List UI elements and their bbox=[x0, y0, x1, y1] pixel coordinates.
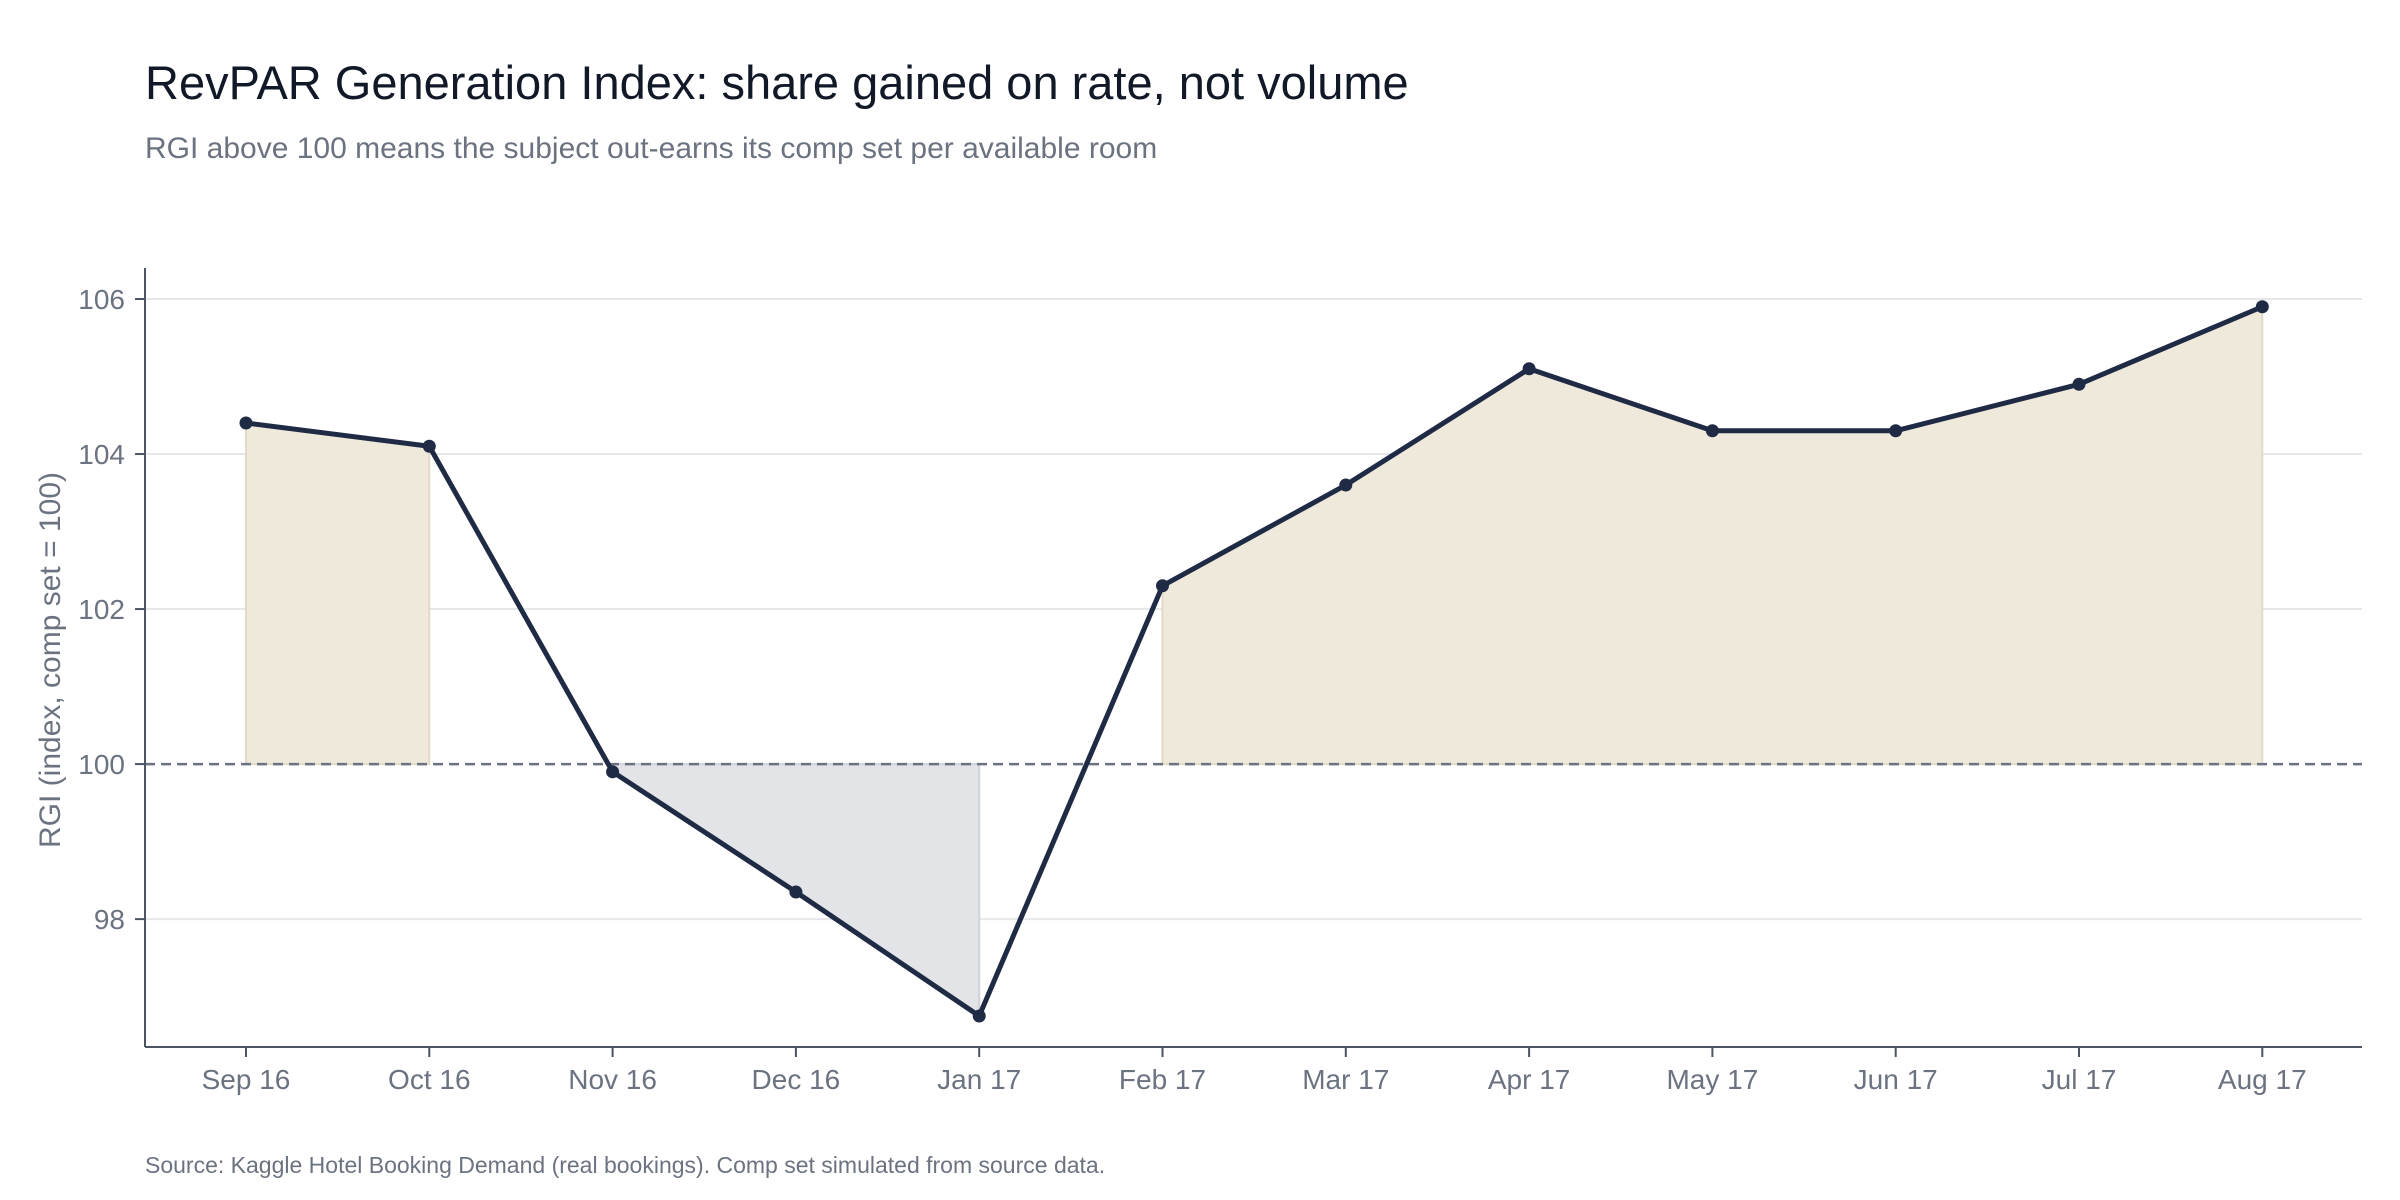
x-tick-label: Dec 16 bbox=[752, 1064, 841, 1095]
y-tick-label: 98 bbox=[94, 904, 125, 935]
source-note: Source: Kaggle Hotel Booking Demand (rea… bbox=[145, 1152, 1106, 1178]
chart-title: RevPAR Generation Index: share gained on… bbox=[145, 56, 1409, 109]
data-point bbox=[1889, 424, 1903, 438]
x-tick-label: Mar 17 bbox=[1302, 1064, 1389, 1095]
x-tick-label: Feb 17 bbox=[1119, 1064, 1206, 1095]
chart-subtitle: RGI above 100 means the subject out-earn… bbox=[145, 132, 1158, 165]
axes bbox=[135, 268, 2362, 1057]
y-axis-title: RGI (index, comp set = 100) bbox=[34, 472, 67, 848]
area-above-100-0 bbox=[245, 421, 431, 766]
data-point bbox=[789, 885, 803, 899]
x-tick-label: Apr 17 bbox=[1488, 1064, 1571, 1095]
data-point bbox=[239, 416, 253, 430]
x-tick-label: Sep 16 bbox=[202, 1064, 291, 1095]
y-tick-label: 100 bbox=[78, 749, 125, 780]
x-tick-label: May 17 bbox=[1666, 1064, 1758, 1095]
x-tick-label: Jun 17 bbox=[1854, 1064, 1938, 1095]
data-point bbox=[1705, 424, 1719, 438]
tick-labels: 98 100 102 104 106 Sep 16 Oct 16 Nov 16 Dec 16 Ja… bbox=[78, 284, 2306, 1095]
x-tick-label: Nov 16 bbox=[568, 1064, 657, 1095]
x-tick-label: Jul 17 bbox=[2042, 1064, 2117, 1095]
data-point bbox=[606, 765, 620, 779]
data-point bbox=[972, 1009, 986, 1023]
series-layer bbox=[239, 300, 2269, 1023]
x-tick-label: Aug 17 bbox=[2218, 1064, 2307, 1095]
x-tick-label: Jan 17 bbox=[937, 1064, 1021, 1095]
data-point bbox=[422, 439, 436, 453]
data-point bbox=[2072, 377, 2086, 391]
x-tick-label: Oct 16 bbox=[388, 1064, 470, 1095]
y-tick-label: 106 bbox=[78, 284, 125, 315]
data-point bbox=[1156, 579, 1169, 593]
data-point bbox=[1522, 362, 1536, 376]
y-tick-label: 104 bbox=[78, 439, 125, 470]
series-line bbox=[243, 304, 2265, 1019]
data-point bbox=[2255, 300, 2269, 314]
y-tick-label: 102 bbox=[78, 594, 125, 625]
data-point bbox=[1339, 478, 1353, 492]
